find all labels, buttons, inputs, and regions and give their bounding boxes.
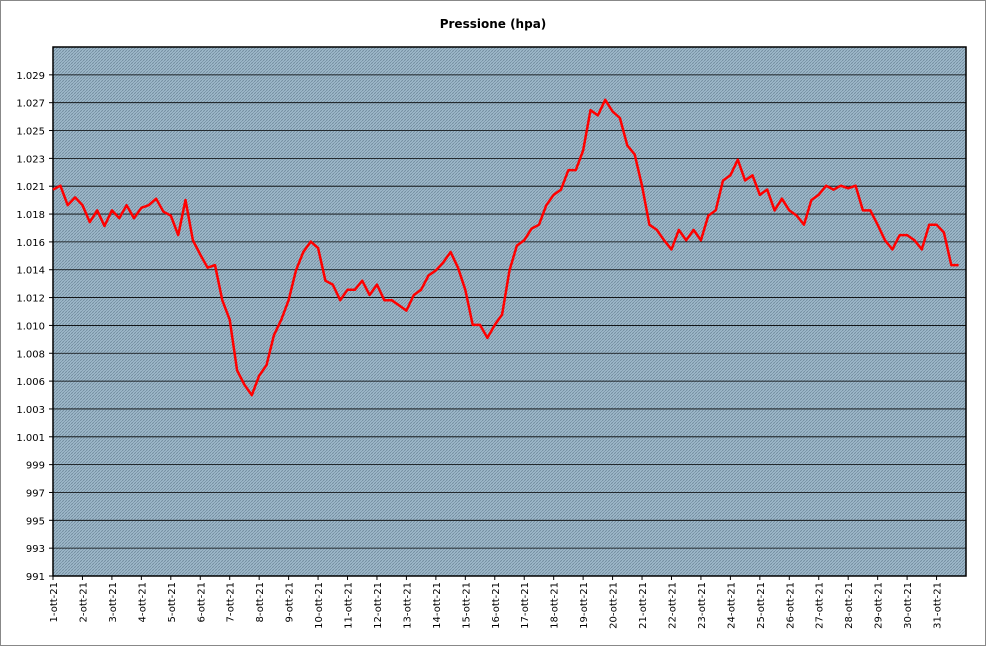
x-tick-label: 10-ott-21	[314, 582, 325, 629]
x-tick-label: 20-ott-21	[609, 582, 620, 629]
y-tick-label: 991	[26, 572, 45, 583]
x-tick-label: 15-ott-21	[461, 582, 472, 629]
x-tick-label: 1-ott-21	[49, 582, 60, 622]
y-tick-label: 1.008	[16, 349, 45, 360]
y-tick-label: 993	[26, 544, 45, 555]
y-tick-label: 1.003	[16, 405, 45, 416]
x-tick-label: 4-ott-21	[137, 582, 148, 622]
x-tick-label: 28-ott-21	[844, 582, 855, 629]
y-tick-label: 1.006	[16, 377, 45, 388]
x-tick-label: 27-ott-21	[815, 582, 826, 629]
y-tick-label: 1.018	[16, 210, 45, 221]
y-tick-label: 1.023	[16, 154, 45, 165]
y-tick-label: 997	[26, 488, 45, 499]
line-series	[52, 98, 959, 397]
x-tick-label: 30-ott-21	[903, 582, 914, 629]
x-tick-label: 25-ott-21	[756, 582, 767, 629]
y-tick-label: 995	[26, 516, 45, 527]
x-tick-label: 23-ott-21	[697, 582, 708, 629]
chart-title: Pressione (hpa)	[440, 17, 547, 31]
x-tick-label: 21-ott-21	[638, 582, 649, 629]
x-tick-label: 11-ott-21	[344, 582, 355, 629]
y-tick-label: 1.029	[16, 71, 45, 82]
y-tick-label: 1.001	[16, 433, 45, 444]
x-tick-label: 6-ott-21	[196, 582, 207, 622]
x-tick-label: 12-ott-21	[373, 582, 384, 629]
x-tick-label: 19-ott-21	[579, 582, 590, 629]
x-tick-label: 5-ott-21	[167, 582, 178, 622]
x-tick-label: 18-ott-21	[550, 582, 561, 629]
x-tick-label: 24-ott-21	[726, 582, 737, 629]
y-tick-label: 1.025	[16, 127, 45, 138]
y-tick-label: 1.021	[16, 182, 45, 193]
y-tick-label: 1.014	[16, 266, 45, 277]
x-tick-label: 13-ott-21	[402, 582, 413, 629]
x-tick-label: 14-ott-21	[432, 582, 443, 629]
x-tick-label: 17-ott-21	[520, 582, 531, 629]
y-tick-label: 1.012	[16, 294, 45, 305]
y-tick-label: 1.010	[16, 321, 45, 332]
x-tick-label: 26-ott-21	[785, 582, 796, 629]
x-tick-label: 16-ott-21	[491, 582, 502, 629]
x-tick-label: 2-ott-21	[78, 582, 89, 622]
y-tick-label: 1.016	[16, 238, 45, 249]
x-tick-label: 3-ott-21	[108, 582, 119, 622]
x-tick-label: 31-ott-21	[933, 582, 944, 629]
plot-area	[52, 46, 967, 577]
x-tick-label: 29-ott-21	[874, 582, 885, 629]
x-tick-label: 22-ott-21	[667, 582, 678, 629]
x-tick-label: 7-ott-21	[226, 582, 237, 622]
x-tick-label: 9-ott-21	[285, 582, 296, 622]
y-tick-label: 1.027	[16, 99, 45, 110]
y-tick-label: 999	[26, 461, 45, 472]
x-tick-label: 8-ott-21	[255, 582, 266, 622]
